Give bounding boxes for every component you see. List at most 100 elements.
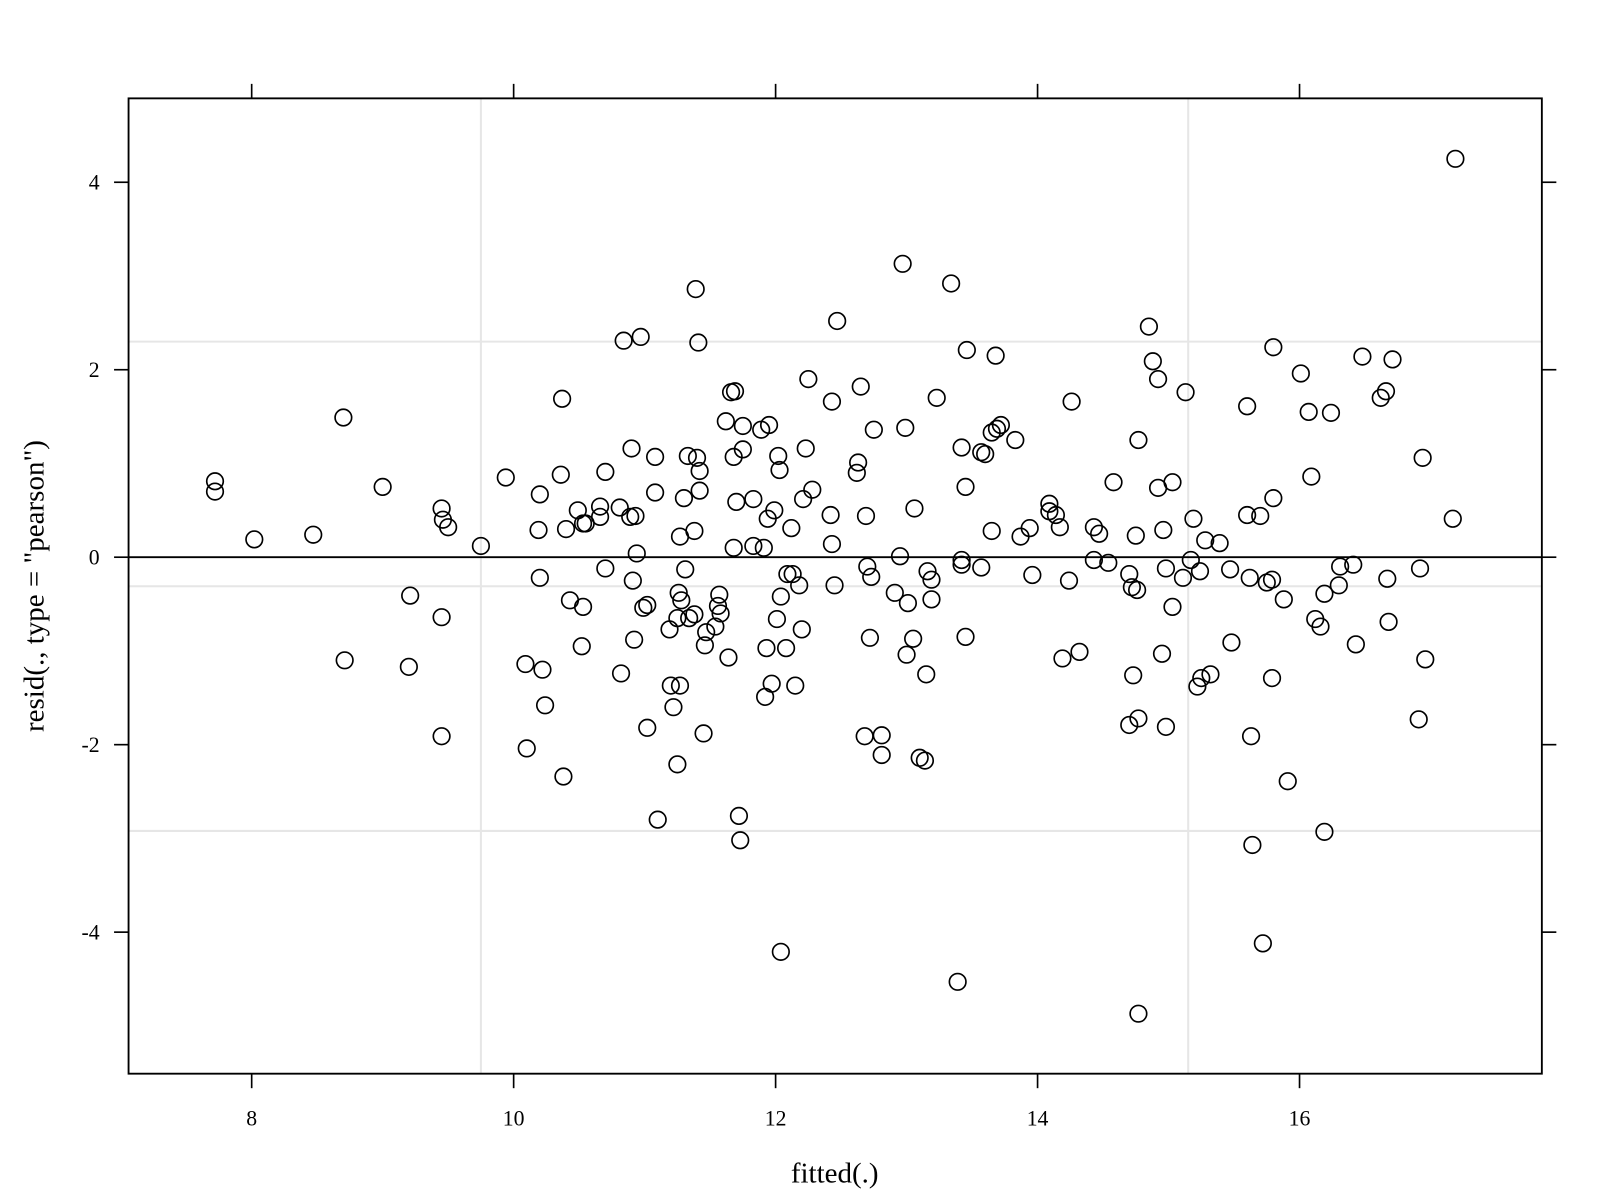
point xyxy=(986,346,1005,365)
x-tick-label: 12 xyxy=(765,1106,787,1130)
point xyxy=(1264,338,1283,357)
point xyxy=(956,477,975,497)
point xyxy=(799,369,818,389)
point xyxy=(917,665,936,684)
point xyxy=(898,594,918,613)
point xyxy=(729,806,749,826)
point xyxy=(851,377,870,396)
point xyxy=(922,570,941,589)
point xyxy=(1084,550,1104,570)
point xyxy=(690,481,709,500)
point xyxy=(1070,642,1089,661)
point xyxy=(1120,564,1139,584)
point xyxy=(1104,473,1123,492)
point xyxy=(529,520,548,540)
point xyxy=(825,576,844,595)
point xyxy=(897,645,916,664)
point xyxy=(847,463,866,482)
point xyxy=(1062,392,1081,411)
point xyxy=(724,538,743,557)
point xyxy=(1331,557,1350,576)
x-axis-label: fitted(.) xyxy=(791,1157,879,1189)
point xyxy=(896,418,915,437)
point xyxy=(245,530,264,549)
point xyxy=(680,609,699,628)
point xyxy=(401,586,420,605)
point xyxy=(711,604,730,623)
x-tick-label: 10 xyxy=(503,1106,525,1130)
point xyxy=(762,674,781,693)
point xyxy=(1238,397,1257,416)
point xyxy=(1315,584,1334,603)
point xyxy=(759,415,779,435)
point xyxy=(1023,565,1042,585)
point xyxy=(596,462,615,482)
point xyxy=(689,333,708,352)
point xyxy=(1143,352,1162,371)
point xyxy=(786,676,805,695)
point xyxy=(1220,560,1240,579)
point xyxy=(849,453,868,472)
point xyxy=(610,498,629,517)
point xyxy=(927,388,946,407)
point xyxy=(1181,550,1200,570)
point xyxy=(1278,772,1297,791)
point xyxy=(1346,635,1365,654)
point xyxy=(590,507,610,527)
point xyxy=(1156,717,1176,736)
point xyxy=(1315,822,1334,841)
point xyxy=(769,446,788,466)
y-tick-label: 4 xyxy=(89,171,100,195)
point xyxy=(1084,518,1104,537)
point xyxy=(918,562,937,581)
point xyxy=(530,568,549,587)
point xyxy=(957,340,976,360)
point xyxy=(668,755,687,774)
point xyxy=(572,637,591,656)
point xyxy=(1148,369,1168,389)
point xyxy=(790,576,809,595)
y-tick-label: 2 xyxy=(89,358,100,382)
point xyxy=(687,448,707,467)
point xyxy=(731,831,750,850)
point xyxy=(205,472,225,491)
point xyxy=(1184,509,1203,528)
point xyxy=(1126,526,1145,545)
point xyxy=(716,412,735,431)
point xyxy=(1409,710,1428,729)
point xyxy=(1129,709,1148,728)
point xyxy=(625,630,644,649)
point xyxy=(1152,644,1172,663)
point xyxy=(1099,553,1118,572)
point xyxy=(1192,669,1211,688)
point xyxy=(1413,448,1432,467)
point xyxy=(885,583,904,602)
point xyxy=(638,718,657,737)
point xyxy=(685,521,704,541)
point xyxy=(669,583,688,602)
point xyxy=(1291,364,1310,383)
point xyxy=(622,439,641,458)
point xyxy=(1262,570,1282,589)
point xyxy=(1253,934,1272,953)
point xyxy=(710,585,729,604)
point xyxy=(1210,534,1229,553)
point xyxy=(554,767,573,786)
point xyxy=(634,598,653,617)
point xyxy=(631,327,650,347)
point xyxy=(864,420,883,439)
point xyxy=(982,521,1001,541)
point xyxy=(614,331,633,350)
point xyxy=(1050,518,1069,537)
point xyxy=(1059,571,1079,590)
point xyxy=(1163,597,1182,616)
point xyxy=(1163,473,1182,492)
point xyxy=(956,627,975,646)
point xyxy=(439,518,458,537)
point xyxy=(1353,347,1372,366)
point xyxy=(783,564,802,584)
point xyxy=(676,560,695,579)
